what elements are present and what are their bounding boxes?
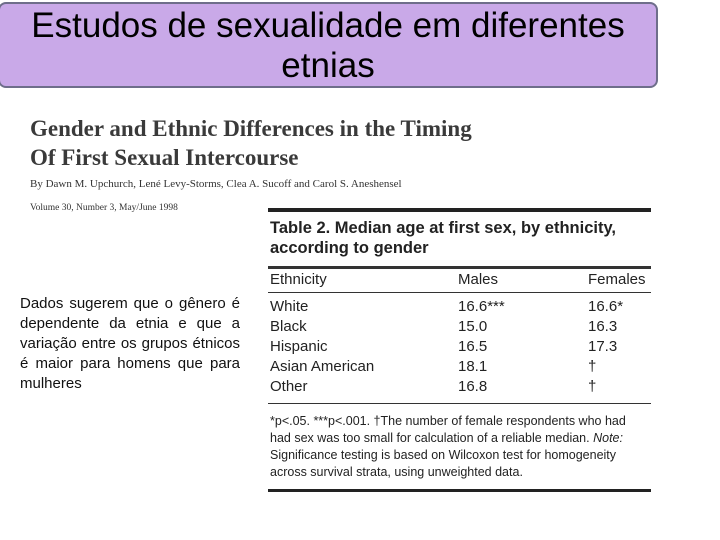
table-cell: † — [588, 358, 597, 375]
table-cell: 16.6* — [588, 298, 624, 315]
slide-title: Estudos de sexualidade em diferentes etn… — [0, 2, 658, 88]
table-footnote: *p<.05. ***p<.001. †The number of female… — [268, 404, 651, 489]
table-title: Table 2. Median age at first sex, by eth… — [268, 212, 651, 269]
table-cell: Hispanic — [270, 338, 328, 355]
table-cell: 16.3 — [588, 318, 618, 335]
article-title-line: Gender and Ethnic Differences in the Tim… — [30, 116, 472, 141]
note-label: Note: — [593, 431, 623, 445]
column-header: Ethnicity — [270, 271, 327, 288]
note-text: Significance testing is based on Wilcoxo… — [270, 448, 617, 479]
table-cell: 16.5 — [458, 338, 488, 355]
summary-text: Dados sugerem que o gênero é dependente … — [20, 295, 240, 392]
footnote-text: *p<.05. ***p<.001. †The number of female… — [270, 414, 626, 445]
column-header: Females — [588, 271, 646, 288]
table-row: Asian American 18.1 † — [268, 357, 651, 377]
article-authors: By Dawn M. Upchurch, Lené Levy-Storms, C… — [30, 178, 402, 190]
table-row: Hispanic 16.5 17.3 — [268, 337, 651, 357]
column-header: Males — [458, 271, 499, 288]
table: Table 2. Median age at first sex, by eth… — [268, 208, 651, 492]
table-row: White 16.6*** 16.6* — [268, 297, 651, 317]
table-cell: 16.6*** — [458, 298, 505, 315]
article-title: Gender and Ethnic Differences in the Tim… — [30, 114, 472, 172]
table-cell: 18.1 — [458, 358, 488, 375]
table-body: White 16.6*** 16.6* Black 15.0 16.3 Hispanic 16… — [268, 297, 651, 404]
table-cell: Black — [270, 318, 307, 335]
table-row: Other 16.8 † — [268, 377, 651, 397]
table-cell: 16.8 — [458, 378, 488, 395]
table-cell: 15.0 — [458, 318, 488, 335]
table-header: Ethnicity Males Females — [268, 269, 651, 293]
article-citation: Volume 30, Number 3, May/June 1998 — [30, 203, 178, 213]
table-cell: Asian American — [270, 358, 375, 375]
table-cell: 17.3 — [588, 338, 618, 355]
table-row: Black 15.0 16.3 — [268, 317, 651, 337]
table-cell: Other — [270, 378, 308, 395]
table-cell: White — [270, 298, 309, 315]
article-title-line: Of First Sexual Intercourse — [30, 145, 299, 170]
table-cell: † — [588, 378, 597, 395]
